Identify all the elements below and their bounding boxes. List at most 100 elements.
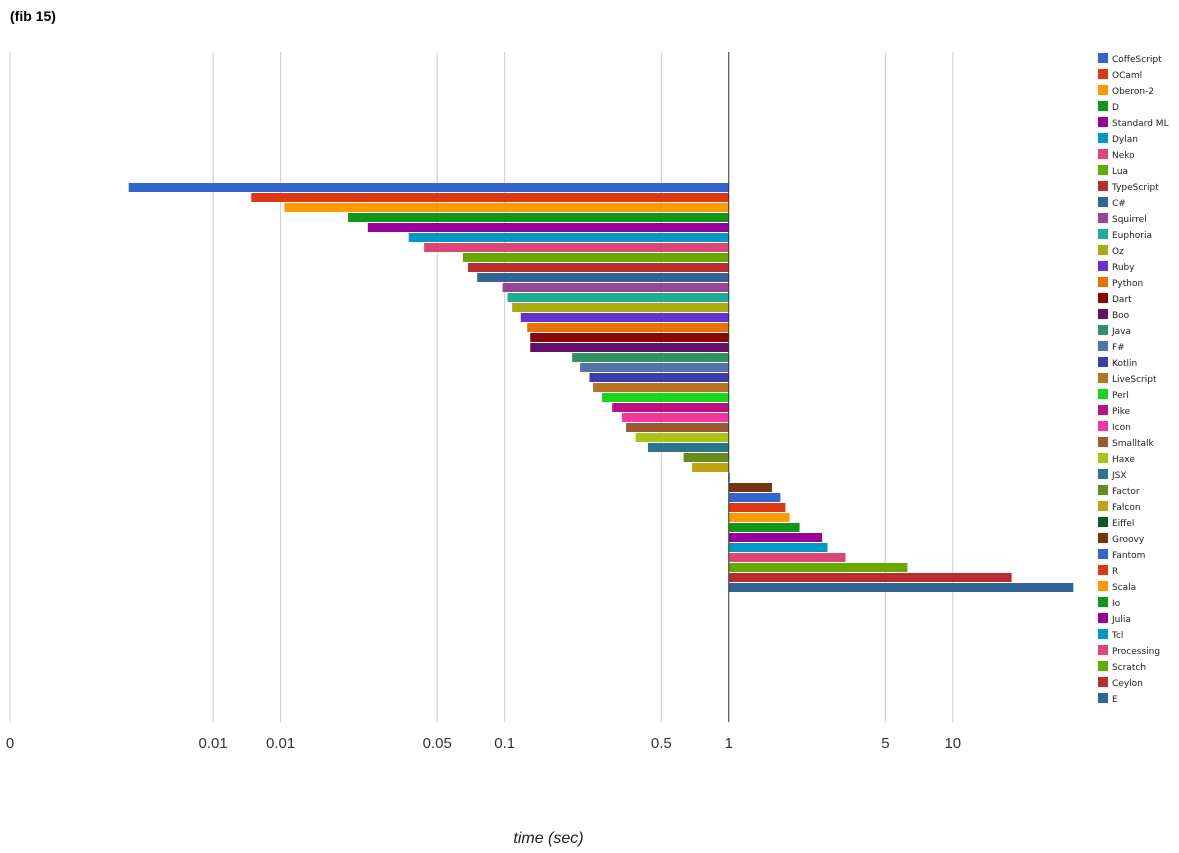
legend-label-ruby: Ruby bbox=[1112, 263, 1135, 273]
legend-swatch-java bbox=[1098, 325, 1108, 335]
legend-label-jsx: JSX bbox=[1111, 471, 1127, 481]
legend-label-factor: Factor bbox=[1112, 487, 1140, 497]
legend-swatch-eiffel bbox=[1098, 517, 1108, 527]
legend-label-standard-ml: Standard ML bbox=[1112, 119, 1169, 129]
legend-swatch-tcl bbox=[1098, 629, 1108, 639]
legend-label-groovy: Groovy bbox=[1112, 535, 1145, 545]
bar-haxe bbox=[635, 433, 729, 442]
legend-label-io: Io bbox=[1112, 599, 1121, 609]
bar-fantom bbox=[728, 493, 781, 502]
legend[interactable]: CoffeScript OCaml Oberon-2 D Standard ML Dyla… bbox=[1098, 53, 1169, 705]
bar-coffescript bbox=[128, 183, 729, 192]
bar-dart bbox=[530, 333, 729, 342]
legend-label-java: Java bbox=[1111, 327, 1131, 337]
legend-label-dylan: Dylan bbox=[1112, 135, 1138, 145]
legend-swatch-lua bbox=[1098, 165, 1108, 175]
bar-icon bbox=[622, 413, 729, 422]
bar-oberon-2 bbox=[284, 203, 729, 212]
bars bbox=[128, 183, 1074, 592]
legend-swatch-oberon-2 bbox=[1098, 85, 1108, 95]
legend-swatch-fantom bbox=[1098, 549, 1108, 559]
legend-swatch-c- bbox=[1098, 197, 1108, 207]
legend-swatch-typescript bbox=[1098, 181, 1108, 191]
x-tick-label: 0.05 bbox=[423, 735, 452, 752]
legend-swatch-julia bbox=[1098, 613, 1108, 623]
x-tick-label: 0.5 bbox=[651, 735, 672, 752]
bar-ceylon bbox=[728, 573, 1012, 582]
legend-label-e: E bbox=[1112, 695, 1118, 705]
bar-python bbox=[527, 323, 729, 332]
bar-ocaml bbox=[251, 193, 729, 202]
x-tick-label: 1 bbox=[725, 735, 733, 752]
legend-label-kotlin: Kotlin bbox=[1112, 359, 1137, 369]
bar-smalltalk bbox=[626, 423, 729, 432]
bar-ruby bbox=[520, 313, 729, 322]
legend-label-pike: Pike bbox=[1112, 407, 1131, 417]
bar-squirrel bbox=[502, 283, 729, 292]
legend-swatch-ruby bbox=[1098, 261, 1108, 271]
chart-title: (fib 15) bbox=[10, 8, 56, 24]
legend-label-falcon: Falcon bbox=[1112, 503, 1141, 513]
legend-label-ocaml: OCaml bbox=[1112, 71, 1142, 81]
legend-label-typescript: TypeScript bbox=[1111, 183, 1159, 193]
legend-label-python: Python bbox=[1112, 279, 1143, 289]
bar-dylan bbox=[408, 233, 729, 242]
legend-swatch-falcon bbox=[1098, 501, 1108, 511]
bar-java bbox=[572, 353, 729, 362]
legend-swatch-kotlin bbox=[1098, 357, 1108, 367]
legend-label-boo: Boo bbox=[1112, 311, 1130, 321]
legend-label-perl: Perl bbox=[1112, 391, 1129, 401]
legend-label-c-: C# bbox=[1112, 199, 1126, 209]
legend-swatch-python bbox=[1098, 277, 1108, 287]
bar-groovy bbox=[728, 483, 773, 492]
x-tick-label: 0.01 bbox=[266, 735, 295, 752]
legend-label-tcl: Tcl bbox=[1111, 631, 1123, 641]
legend-label-oberon-2: Oberon-2 bbox=[1112, 87, 1154, 97]
legend-swatch-haxe bbox=[1098, 453, 1108, 463]
bar-falcon bbox=[692, 463, 729, 472]
legend-label-r: R bbox=[1112, 567, 1118, 577]
legend-label-oz: Oz bbox=[1112, 247, 1124, 257]
bar-euphoria bbox=[507, 293, 729, 302]
legend-label-euphoria: Euphoria bbox=[1112, 231, 1152, 241]
bar-processing bbox=[728, 553, 846, 562]
bar-livescript bbox=[593, 383, 729, 392]
legend-label-livescript: LiveScript bbox=[1112, 375, 1157, 385]
bar-oz bbox=[512, 303, 729, 312]
bar-kotlin bbox=[589, 373, 729, 382]
bar-io bbox=[728, 523, 800, 532]
x-tick-label: 10 bbox=[944, 735, 961, 752]
bar-typescript bbox=[467, 263, 729, 272]
legend-label-coffescript: CoffeScript bbox=[1112, 55, 1162, 65]
legend-label-fantom: Fantom bbox=[1112, 551, 1145, 561]
legend-label-dart: Dart bbox=[1112, 295, 1132, 305]
bar-scala bbox=[728, 513, 790, 522]
legend-label-lua: Lua bbox=[1112, 167, 1128, 177]
x-tick-label: 0.01 bbox=[199, 735, 228, 752]
bar-tcl bbox=[728, 543, 828, 552]
bar-jsx bbox=[647, 443, 729, 452]
bar-julia bbox=[728, 533, 823, 542]
legend-label-smalltalk: Smalltalk bbox=[1112, 439, 1155, 449]
legend-label-julia: Julia bbox=[1111, 615, 1131, 625]
legend-swatch-f- bbox=[1098, 341, 1108, 351]
gridlines bbox=[9, 52, 954, 722]
bar-pike bbox=[612, 403, 729, 412]
legend-swatch-perl bbox=[1098, 389, 1108, 399]
bar-factor bbox=[683, 453, 729, 462]
legend-label-f-: F# bbox=[1112, 343, 1125, 353]
x-axis-ticks: 0 0.01 0.01 0.05 0.1 0.5 1 5 10 bbox=[6, 735, 961, 752]
bar-standard-ml bbox=[367, 223, 729, 232]
legend-label-processing: Processing bbox=[1112, 647, 1160, 657]
legend-swatch-scala bbox=[1098, 581, 1108, 591]
legend-label-icon: Icon bbox=[1112, 423, 1131, 433]
bar-scratch bbox=[728, 563, 908, 572]
legend-label-ceylon: Ceylon bbox=[1112, 679, 1143, 689]
x-tick-label: 0.1 bbox=[494, 735, 515, 752]
legend-label-haxe: Haxe bbox=[1112, 455, 1135, 465]
x-tick-label: 5 bbox=[881, 735, 889, 752]
legend-swatch-squirrel bbox=[1098, 213, 1108, 223]
legend-label-squirrel: Squirrel bbox=[1112, 215, 1147, 225]
legend-swatch-neko bbox=[1098, 149, 1108, 159]
